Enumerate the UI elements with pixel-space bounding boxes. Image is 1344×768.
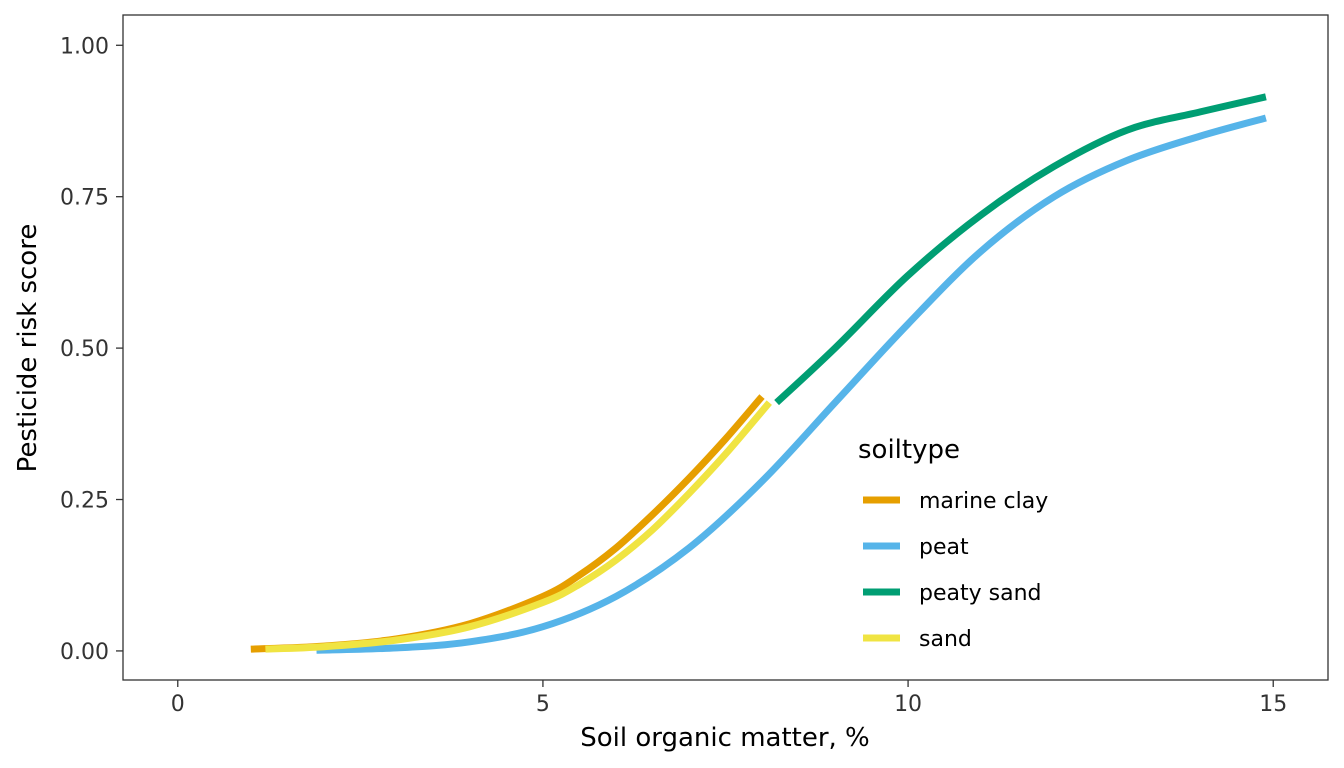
x-axis: 0 5 10 15 — [171, 680, 1287, 717]
x-tick-label: 5 — [536, 692, 550, 717]
y-tick-label: 0.75 — [60, 186, 109, 211]
x-tick-label: 15 — [1259, 692, 1287, 717]
series-line-peat — [316, 114, 1267, 654]
x-tick-label: 10 — [894, 692, 922, 717]
legend-title: soiltype — [858, 435, 960, 465]
legend-items: marine clay peat peaty sand sand — [863, 489, 1048, 652]
legend: soiltype marine clay peat peaty sand sand — [858, 435, 1048, 652]
y-tick-label: 0.50 — [60, 337, 109, 362]
x-tick-label: 0 — [171, 692, 185, 717]
y-axis: 0.00 0.25 0.50 0.75 1.00 — [60, 34, 123, 665]
x-axis-title: Soil organic matter, % — [580, 723, 870, 753]
series-line-sand — [265, 400, 772, 653]
legend-label-peat: peat — [919, 535, 969, 560]
legend-label-peaty-sand: peaty sand — [919, 581, 1041, 606]
legend-label-marine-clay: marine clay — [919, 489, 1048, 514]
y-tick-label: 0.25 — [60, 489, 109, 514]
plot-panel — [122, 14, 1329, 681]
y-axis-title: Pesticide risk score — [13, 224, 43, 473]
legend-label-sand: sand — [919, 627, 972, 652]
series-layer — [250, 93, 1267, 654]
y-tick-label: 1.00 — [60, 34, 109, 59]
y-tick-label: 0.00 — [60, 640, 109, 665]
series-line-peaty-sand — [774, 93, 1267, 406]
